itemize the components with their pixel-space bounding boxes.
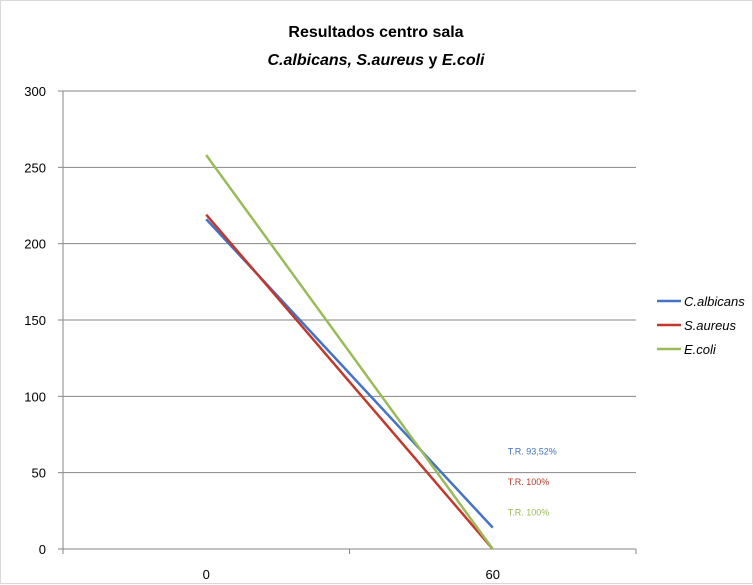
y-tick-label: 100 — [24, 389, 46, 404]
chart-title: Resultados centro sala — [288, 24, 463, 41]
annotation-label: T.R. 100% — [508, 507, 550, 517]
y-tick-label: 50 — [32, 466, 46, 481]
x-tick-label: 60 — [486, 567, 500, 582]
subtitle-part-1: C.albicans, S.aureus — [268, 52, 425, 69]
annotations: T.R. 93,52% T.R. 100% T.R. 100% — [508, 446, 557, 517]
y-tick-label: 0 — [39, 542, 46, 557]
chart-subtitle: C.albicans, S.aureus y E.coli — [268, 52, 486, 69]
y-tick-label: 150 — [24, 313, 46, 328]
series-line-s-aureus — [205, 213, 494, 550]
legend-label: C.albicans — [684, 294, 745, 309]
y-tick-label: 250 — [24, 160, 46, 175]
legend: C.albicans S.aureus E.coli — [657, 294, 745, 357]
axes: 0 50 100 150 200 250 300 0 60 — [24, 84, 637, 582]
y-tick-label: 300 — [24, 84, 46, 99]
grid-lines — [63, 90, 636, 474]
series-line-e-coli — [205, 154, 494, 550]
subtitle-part-3: E.coli — [442, 52, 485, 69]
y-tick-label: 200 — [24, 237, 46, 252]
subtitle-part-2: y — [424, 52, 442, 69]
x-tick-label: 0 — [203, 567, 210, 582]
legend-label: S.aureus — [684, 318, 737, 333]
series-lines — [205, 154, 494, 550]
annotation-label: T.R. 100% — [508, 477, 550, 487]
legend-label: E.coli — [684, 342, 717, 357]
annotation-label: T.R. 93,52% — [508, 446, 557, 456]
